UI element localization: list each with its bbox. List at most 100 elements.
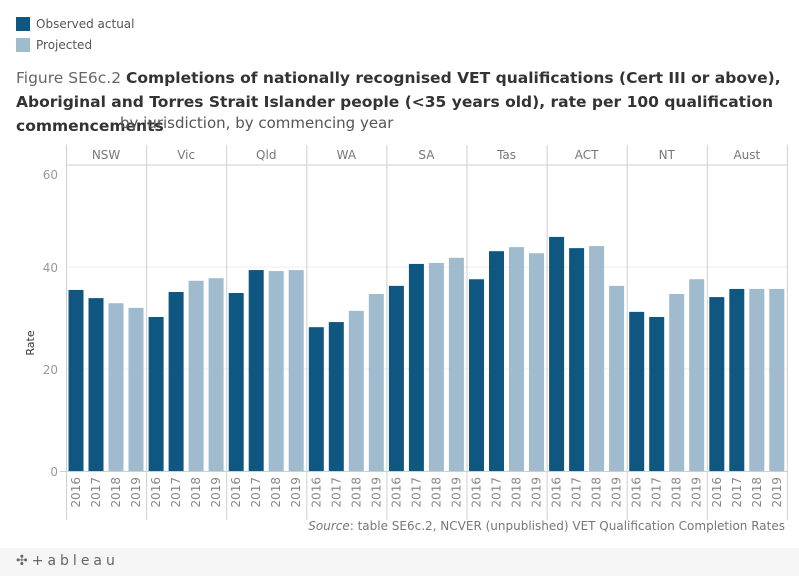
bar[interactable] bbox=[368, 294, 384, 471]
x-tick-label: 2016 bbox=[389, 477, 403, 508]
bar[interactable] bbox=[689, 279, 705, 471]
x-tick-label: 2019 bbox=[129, 477, 143, 508]
bar[interactable] bbox=[489, 251, 504, 471]
panel-header-label: Aust bbox=[733, 148, 760, 162]
title-main: Completions of nationally recognised VET… bbox=[16, 69, 781, 135]
panel-header-label: ACT bbox=[575, 148, 599, 162]
x-tick-label: 2016 bbox=[149, 477, 163, 508]
x-tick-label: 2017 bbox=[490, 477, 504, 508]
bar[interactable] bbox=[168, 291, 184, 471]
figure-number: Figure SE6c.2 bbox=[16, 69, 122, 87]
x-tick-label: 2017 bbox=[329, 477, 343, 508]
x-tick-label: 2016 bbox=[710, 477, 724, 508]
legend-label-observed: Observed actual bbox=[36, 16, 135, 31]
x-tick-label: 2017 bbox=[650, 477, 664, 508]
bar[interactable] bbox=[268, 271, 284, 471]
panel-header-label: NT bbox=[659, 148, 676, 162]
y-tick-label: 60 bbox=[43, 168, 58, 182]
x-tick-label: 2019 bbox=[289, 477, 303, 508]
source-note: Source: table SE6c.2, NCVER (unpublished… bbox=[308, 519, 785, 533]
x-tick-label: 2019 bbox=[770, 477, 784, 508]
bar[interactable] bbox=[709, 297, 725, 471]
bar[interactable] bbox=[68, 289, 84, 471]
bar[interactable] bbox=[228, 293, 244, 471]
bar[interactable] bbox=[288, 270, 304, 471]
x-tick-label: 2018 bbox=[349, 477, 363, 508]
bar[interactable] bbox=[549, 236, 565, 471]
bar[interactable] bbox=[529, 253, 544, 471]
bar[interactable] bbox=[569, 248, 585, 471]
chart-title: Figure SE6c.2 Completions of nationally … bbox=[16, 66, 796, 138]
bar[interactable] bbox=[248, 270, 264, 471]
x-tick-label: 2018 bbox=[750, 477, 764, 508]
x-tick-label: 2018 bbox=[670, 477, 684, 508]
panel-header-label: SA bbox=[418, 148, 435, 162]
bar[interactable] bbox=[88, 298, 104, 471]
legend-swatch-projected bbox=[16, 37, 30, 52]
x-tick-label: 2016 bbox=[309, 477, 323, 508]
tableau-mark-icon: ✣ bbox=[16, 553, 28, 569]
tableau-wordmark: +ableau bbox=[31, 553, 119, 569]
bar[interactable] bbox=[629, 311, 645, 471]
x-tick-label: 2017 bbox=[169, 477, 183, 508]
bar[interactable] bbox=[308, 327, 324, 471]
panel-header-label: Vic bbox=[177, 148, 195, 162]
bar[interactable] bbox=[749, 288, 765, 471]
panel-header-label: Tas bbox=[496, 148, 516, 162]
legend-item-observed[interactable]: Observed actual bbox=[16, 13, 135, 34]
x-tick-label: 2018 bbox=[109, 477, 123, 508]
legend-item-projected[interactable]: Projected bbox=[16, 34, 135, 55]
x-tick-label: 2018 bbox=[189, 477, 203, 508]
bar[interactable] bbox=[108, 303, 124, 471]
x-tick-label: 2019 bbox=[209, 477, 223, 508]
x-tick-label: 2019 bbox=[690, 477, 704, 508]
tableau-footer: ✣ +ableau bbox=[0, 548, 799, 576]
bar[interactable] bbox=[469, 279, 484, 471]
bar[interactable] bbox=[128, 307, 144, 471]
x-tick-label: 2018 bbox=[429, 477, 443, 508]
bar[interactable] bbox=[388, 285, 404, 471]
bar[interactable] bbox=[148, 316, 164, 471]
source-label: Source bbox=[308, 519, 350, 533]
y-tick-label: 0 bbox=[50, 465, 58, 479]
bar-chart: 0 20 40 60 Rate NSW 2016 2017 2018 2019 Vic 2016 201… bbox=[24, 145, 788, 520]
panel-header-label: Qld bbox=[256, 148, 276, 162]
bar[interactable] bbox=[208, 278, 224, 471]
bar[interactable] bbox=[609, 285, 625, 471]
bar[interactable] bbox=[188, 280, 204, 471]
bar[interactable] bbox=[589, 246, 605, 471]
bar[interactable] bbox=[649, 316, 665, 471]
bar[interactable] bbox=[448, 257, 464, 471]
bar[interactable] bbox=[408, 263, 424, 471]
bar[interactable] bbox=[729, 288, 745, 471]
bar[interactable] bbox=[669, 294, 685, 471]
chart-subtitle: by jurisdiction, by commencing year bbox=[120, 114, 394, 132]
y-tick-label: 20 bbox=[43, 363, 58, 377]
x-tick-label: 2017 bbox=[409, 477, 423, 508]
x-tick-label: 2016 bbox=[229, 477, 243, 508]
x-tick-label: 2016 bbox=[470, 477, 484, 508]
x-tick-label: 2019 bbox=[530, 477, 544, 508]
legend: Observed actual Projected bbox=[16, 13, 135, 55]
y-axis-label: Rate bbox=[24, 330, 37, 355]
source-text: : table SE6c.2, NCVER (unpublished) VET … bbox=[349, 519, 785, 533]
x-tick-label: 2018 bbox=[590, 477, 604, 508]
bar[interactable] bbox=[428, 262, 444, 471]
bar[interactable] bbox=[509, 247, 524, 471]
x-tick-label: 2017 bbox=[89, 477, 103, 508]
bar[interactable] bbox=[348, 310, 364, 471]
x-tick-label: 2019 bbox=[610, 477, 624, 508]
legend-label-projected: Projected bbox=[36, 37, 93, 52]
panel-header-label: NSW bbox=[92, 148, 121, 162]
x-tick-label: 2017 bbox=[249, 477, 263, 508]
x-tick-label: 2019 bbox=[449, 477, 463, 508]
y-tick-label: 40 bbox=[43, 261, 58, 275]
bar[interactable] bbox=[769, 288, 785, 471]
x-tick-label: 2017 bbox=[730, 477, 744, 508]
x-tick-label: 2016 bbox=[550, 477, 564, 508]
x-tick-label: 2017 bbox=[570, 477, 584, 508]
x-tick-label: 2019 bbox=[369, 477, 383, 508]
bar[interactable] bbox=[328, 322, 344, 471]
x-tick-label: 2018 bbox=[269, 477, 283, 508]
tableau-logo[interactable]: ✣ +ableau bbox=[16, 553, 119, 569]
